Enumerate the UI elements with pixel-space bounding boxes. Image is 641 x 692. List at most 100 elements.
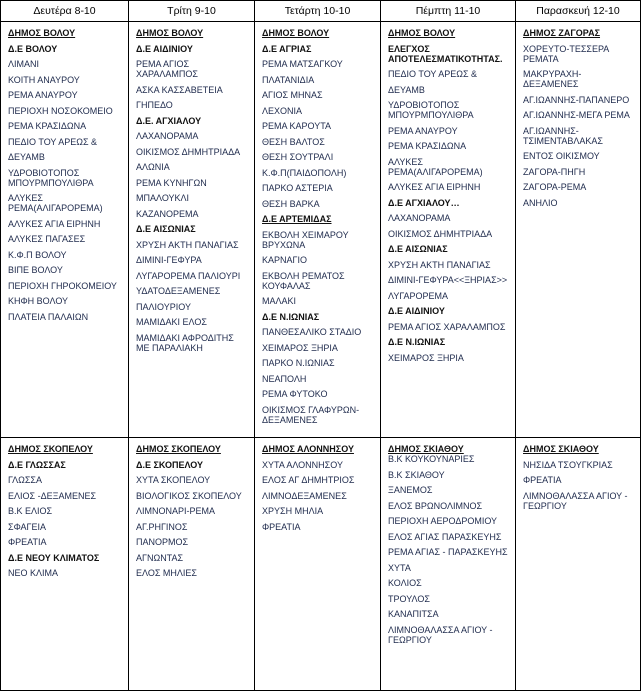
- location-item: ΖΑΓΟΡΑ-ΡΕΜΑ: [523, 182, 587, 192]
- cell: ΔΗΜΟΣ ΖΑΓΟΡΑΣ ΧΟΡΕΥΤΟ-ΤΕΣΣΕΡΑ ΡΕΜΑΤΑ ΜΑΚΡΥ…: [515, 21, 641, 438]
- location-item: ΟΙΚΙΣΜΟΣ ΔΗΜΗΤΡΙΑΔΑ: [388, 228, 493, 239]
- location-item: ΚΟΙΤΗ ΑΝΑΥΡΟΥ: [8, 74, 80, 85]
- location-item: Β.Κ ΚΟΥΚΟΥΝΑΡΙΕΣ: [388, 454, 475, 464]
- location-item: ΘΕΣΗ ΣΟΥΤΡΑΛΙ: [262, 152, 334, 162]
- location-item: ΜΑΜΙΔΑΚΙ ΕΛΟΣ: [136, 317, 207, 327]
- district-heading: Δ.Ε ΣΚΟΠΕΛΟΥ: [136, 459, 203, 470]
- location-item: ΥΔΑΤΟΔΕΞΑΜΕΝΕΣ: [136, 286, 221, 296]
- location-item: ΚΑΖΑΝΟΡΕΜΑ: [136, 208, 199, 219]
- location-item: ΦΡΕΑΤΙΑ: [8, 537, 47, 547]
- location-item: ΓΛΩΣΣΑ: [8, 475, 43, 485]
- location-item: Β.Κ ΣΚΙΑΘΟΥ: [388, 469, 445, 480]
- location-item: ΠΕΡΙΟΧΗ ΑΕΡΟΔΡΟΜΙΟΥ: [388, 516, 498, 526]
- location-item: ΑΛΥΚΕΣ ΠΑΓΑΣΕΣ: [8, 234, 86, 244]
- location-item: ΟΙΚΙΣΜΟΣ ΔΗΜΗΤΡΙΑΔΑ: [136, 146, 241, 157]
- location-item: ΥΔΡΟΒΙΟΤΟΠΟΣ ΜΠΟΥΡΜΠΟΥΛΙΘΡΑ: [388, 100, 474, 120]
- municipality-heading: ΔΗΜΟΣ ΒΟΛΟΥ: [388, 28, 456, 38]
- location-item: ΖΑΓΟΡΑ-ΠΗΓΗ: [523, 166, 586, 177]
- district-heading: Δ.Ε ΑΓΡΙΑΣ: [262, 43, 312, 54]
- location-item: ΡΕΜΑ ΑΓΙΟΣ ΧΑΡΑΛΑΜΠΟΣ: [136, 59, 198, 79]
- municipality-heading: ΔΗΜΟΣ ΖΑΓΟΡΑΣ: [523, 28, 601, 38]
- location-item: ΕΛΟΣ ΑΓ ΔΗΜΗΤΡΙΟΣ: [262, 475, 355, 485]
- location-item: ΠΕΔΙΟ ΤΟΥ ΑΡΕΩΣ &: [8, 136, 98, 147]
- location-item: ΡΕΜΑ ΚΑΡΟΥΤΑ: [262, 121, 332, 131]
- location-item: ΓΗΠΕΔΟ: [136, 100, 173, 110]
- district-heading: Δ.Ε Ν.ΙΩΝΙΑΣ: [262, 311, 320, 322]
- location-item: ΧΡΥΣΗ ΑΚΤΗ ΠΑΝΑΓΙΑΣ: [136, 239, 239, 250]
- cell: ΔΗΜΟΣ ΒΟΛΟΥ Δ.Ε ΒΟΛΟΥ ΛΙΜΑΝΙ ΚΟΙΤΗ ΑΝΑΥΡΟΥ Ρ…: [0, 21, 129, 438]
- location-item: Κ.Φ.Π(ΠΑΙΔΟΠΟΛΗ): [262, 167, 347, 178]
- municipality-heading: ΔΗΜΟΣ ΒΟΛΟΥ: [262, 28, 330, 38]
- location-item: ΧΟΡΕΥΤΟ-ΤΕΣΣΕΡΑ ΡΕΜΑΤΑ: [523, 43, 609, 64]
- location-item: ΞΑΝΕΜΟΣ: [388, 485, 433, 495]
- location-item: ΚΟΛΙΟΣ: [388, 578, 422, 588]
- location-item: ΕΚΒΟΛΗ ΧΕΙΜΑΡΟΥ ΒΡΥΧΩΝΑ: [262, 229, 349, 250]
- location-item: ΘΕΣΗ ΒΑΛΤΟΣ: [262, 136, 325, 147]
- district-heading: Δ.Ε ΒΟΛΟΥ: [8, 43, 58, 54]
- cell: ΔΗΜΟΣ ΑΛΟΝΝΗΣΟΥ ΧΥΤΑ ΑΛΟΝΝΗΣΟΥ ΕΛΟΣ ΑΓ ΔΗΜ…: [254, 437, 381, 691]
- cell: ΔΗΜΟΣ ΒΟΛΟΥ Δ.Ε ΑΙΔΙΝΙΟΥ ΡΕΜΑ ΑΓΙΟΣ ΧΑΡΑΛΑ…: [128, 21, 255, 438]
- district-heading: Δ.Ε Ν.ΙΩΝΙΑΣ: [388, 337, 446, 347]
- location-item: ΔΕΥΑΜΒ: [8, 152, 45, 162]
- location-item: ΝΕΑΠΟΛΗ: [262, 373, 307, 384]
- header-friday: Παρασκευή 12-10: [515, 0, 641, 22]
- cell: ΔΗΜΟΣ ΣΚΟΠΕΛΟΥ Δ.Ε ΣΚΟΠΕΛΟΥ ΧΥΤΑ ΣΚΟΠΕΛΟΥ Β…: [128, 437, 255, 691]
- header-monday: Δευτέρα 8-10: [0, 0, 129, 22]
- municipality-heading: ΔΗΜΟΣ ΒΟΛΟΥ: [136, 28, 204, 38]
- location-item: ΧΥΤΑ ΑΛΟΝΝΗΣΟΥ: [262, 459, 343, 470]
- municipality-heading: ΔΗΜΟΣ ΣΚΟΠΕΛΟΥ: [8, 444, 93, 454]
- location-item: ΚΗΦΗ ΒΟΛΟΥ: [8, 296, 69, 306]
- location-item: ΡΕΜΑ ΑΝΑΥΡΟΥ: [8, 90, 78, 100]
- location-item: ΑΛΩΝΙΑ: [136, 162, 170, 172]
- location-item: ΕΛΟΣ ΒΡΩΝΟΛΙΜΝΟΣ: [388, 500, 483, 511]
- location-item: Κ.Φ.Π ΒΟΛΟΥ: [8, 249, 67, 260]
- location-item: ΡΕΜΑ ΚΡΑΣΙΔΩΝΑ: [8, 121, 87, 131]
- header-tuesday: Τρίτη 9-10: [128, 0, 255, 22]
- location-item: ΧΕΙΜΑΡΟΣ ΞΗΡΙΑ: [388, 352, 464, 363]
- location-item: ΦΡΕΑΤΙΑ: [523, 475, 562, 485]
- location-item: ΛΙΜΝΟΔΕΞΑΜΕΝΕΣ: [262, 490, 347, 501]
- location-item: ΧΥΤΑ ΣΚΟΠΕΛΟΥ: [136, 475, 211, 485]
- municipality-heading: ΔΗΜΟΣ ΣΚΙΑΘΟΥ: [523, 444, 599, 454]
- district-heading: Δ.Ε ΝΕΟΥ ΚΛΙΜΑΤΟΣ: [8, 552, 100, 563]
- location-item: ΡΕΜΑ ΑΓΙΟΣ ΧΑΡΑΛΑΜΠΟΣ: [388, 321, 506, 332]
- location-item: ΜΑΚΡΥΡΑΧΗ-ΔΕΞΑΜΕΝΕΣ: [523, 69, 582, 89]
- location-item: ΠΑΝΘΕΣΑΛΙΚΟ ΣΤΑΔΙΟ: [262, 327, 362, 337]
- location-item: ΛΙΜΝΟΝΑΡΙ-ΡΕΜΑ: [136, 506, 216, 516]
- location-item: ΝΗΣΙΔΑ ΤΣΟΥΓΚΡΙΑΣ: [523, 459, 613, 470]
- location-item: ΕΛΟΣ ΑΓΙΑΣ ΠΑΡΑΣΚΕΥΗΣ: [388, 531, 502, 542]
- location-item: ΑΓ.ΙΩΑΝΝΗΣ-ΤΣΙΜΕΝΤΑΒΛΑΚΑΣ: [523, 125, 603, 146]
- municipality-heading: ΔΗΜΟΣ ΣΚΟΠΕΛΟΥ: [136, 444, 221, 454]
- location-item: ΥΔΡΟΒΙΟΤΟΠΟΣ ΜΠΟΥΡΜΠΟΥΛΙΘΡΑ: [8, 167, 94, 188]
- location-item: ΑΛΥΚΕΣ ΡΕΜΑ(ΑΛΙΓΑΡΟΡΕΜΑ): [388, 156, 483, 177]
- municipality-heading: ΔΗΜΟΣ ΒΟΛΟΥ: [8, 28, 76, 38]
- row-mainland: ΔΗΜΟΣ ΒΟΛΟΥ Δ.Ε ΒΟΛΟΥ ΛΙΜΑΝΙ ΚΟΙΤΗ ΑΝΑΥΡΟΥ Ρ…: [0, 21, 641, 438]
- location-item: ΡΕΜΑ ΑΓΙΑΣ - ΠΑΡΑΣΚΕΥΗΣ: [388, 547, 508, 557]
- location-item: ΡΕΜΑ ΚΡΑΣΙΔΩΝΑ: [388, 141, 467, 151]
- municipality-heading: Δ.Ε ΑΡΤΕΜΙΔΑΣ: [262, 214, 332, 224]
- location-item: ΑΓΝΩΝΤΑΣ: [136, 552, 184, 563]
- location-item: ΠΑΝΟΡΜΟΣ: [136, 537, 189, 547]
- location-item: ΠΑΡΚΟ ΑΣΤΕΡΙΑ: [262, 183, 333, 193]
- location-item: ΑΛΥΚΕΣ ΡΕΜΑ(ΑΛΙΓΑΡΟΡΕΜΑ): [8, 193, 103, 213]
- location-item: ΠΕΡΙΟΧΗ ΝΟΣΟΚΟΜΕΙΟ: [8, 105, 113, 116]
- district-heading: Δ.Ε ΑΙΣΩΝΙΑΣ: [136, 224, 196, 234]
- location-item: ΒΙΟΛΟΓΙΚΟΣ ΣΚΟΠΕΛΟΥ: [136, 490, 242, 501]
- location-item: ΘΕΣΗ ΒΑΡΚΑ: [262, 198, 320, 209]
- location-item: ΡΕΜΑ ΑΝΑΥΡΟΥ: [388, 125, 458, 136]
- location-item: ΔΙΜΙΝΙ-ΓΕΦΥΡΑ: [136, 255, 202, 265]
- location-item: ΜΠΑΛΟΥΚΛΙ: [136, 193, 190, 203]
- location-item: ΑΛΥΚΕΣ ΑΓΙΑ ΕΙΡΗΝΗ: [388, 182, 481, 192]
- location-item: ΔΙΜΙΝΙ-ΓΕΦΥΡΑ<<ΞΗΡΙΑΣ>>: [388, 275, 508, 285]
- location-item: ΔΕΥΑΜΒ: [388, 84, 425, 95]
- location-item: ΧΕΙΜΑΡΟΣ ΞΗΡΙΑ: [262, 342, 338, 353]
- location-item: ΑΓ.ΙΩΑΝΝΗΣ-ΠΑΠΑΝΕΡΟ: [523, 94, 630, 105]
- district-heading: Δ.Ε. ΑΓΧΙΑΛΟΥ: [136, 115, 202, 126]
- location-item: ΒΙΠΕ ΒΟΛΟΥ: [8, 265, 63, 275]
- location-item: ΛΙΜΑΝΙ: [8, 59, 40, 69]
- location-item: ΛΕΧΟΝΙΑ: [262, 105, 303, 116]
- location-item: ΡΕΜΑ ΦΥΤΟΚΟ: [262, 389, 328, 399]
- location-item: ΑΛΥΚΕΣ ΑΓΙΑ ΕΙΡΗΝΗ: [8, 218, 101, 229]
- district-heading: Δ.Ε ΑΓΧΙΑΛΟΥ…: [388, 197, 460, 208]
